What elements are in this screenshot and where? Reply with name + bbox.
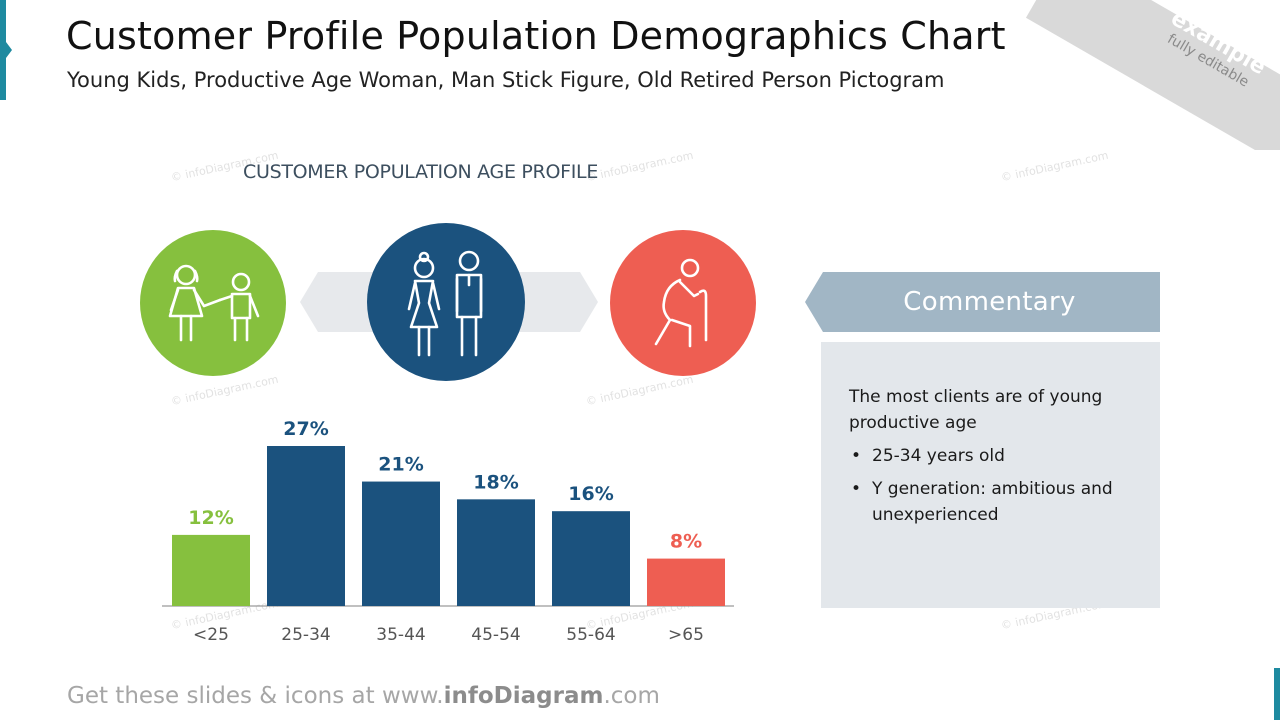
right-accent-bar xyxy=(1274,668,1280,720)
adults-icon xyxy=(407,250,483,357)
data-label: 21% xyxy=(378,454,423,476)
x-tick-label: 45-54 xyxy=(471,625,520,645)
ribbon-band xyxy=(1025,0,1280,150)
kids-icon xyxy=(168,264,260,342)
left-accent-bar xyxy=(0,0,6,100)
data-label: 8% xyxy=(670,531,702,553)
bar-4 xyxy=(457,499,535,606)
commentary-bullets: 25-34 years old Y generation: ambitious … xyxy=(849,443,1132,528)
x-tick-label: 35-44 xyxy=(376,625,425,645)
ribbon-text: Usage example fully editable xyxy=(1152,0,1280,98)
bar-6 xyxy=(647,558,725,606)
commentary-intro: The most clients are of young productive… xyxy=(849,387,1103,433)
commentary-box: The most clients are of young productive… xyxy=(821,342,1160,608)
footer-brand: infoDiagram xyxy=(443,683,604,709)
data-label: 16% xyxy=(568,483,613,505)
commentary-header: Commentary xyxy=(903,287,1076,317)
bar-5 xyxy=(552,511,630,606)
elderly-circle xyxy=(610,230,756,376)
footer-prefix: Get these slides & icons at www. xyxy=(67,683,444,709)
kids-circle xyxy=(140,230,286,376)
x-tick-label: <25 xyxy=(193,625,229,645)
ribbon-line-3: fully editable xyxy=(1164,31,1252,91)
left-accent-notch xyxy=(6,42,12,58)
data-label: 18% xyxy=(473,471,518,493)
ribbon-line-1: Usage xyxy=(1190,0,1270,53)
bar-3 xyxy=(362,481,440,606)
commentary-header-shape xyxy=(805,272,1160,332)
x-tick-label: 25-34 xyxy=(281,625,330,645)
adults-circle xyxy=(367,223,525,381)
footer-suffix: .com xyxy=(603,683,660,709)
data-label: 27% xyxy=(283,418,328,440)
bar-1 xyxy=(172,534,250,606)
commentary-bullet: Y generation: ambitious and unexperience… xyxy=(849,476,1132,528)
footer: Get these slides & icons at www.infoDiag… xyxy=(67,683,660,709)
watermark: © infoDiagram.com xyxy=(584,148,695,185)
chart-title: CUSTOMER POPULATION AGE PROFILE xyxy=(243,161,599,183)
age-bar-chart: 12% <25 27% 25-34 21% 35-44 18% 45-54 16% 55-64 8%… xyxy=(162,418,734,645)
commentary-bullet: 25-34 years old xyxy=(849,443,1132,469)
x-tick-label: >65 xyxy=(668,625,704,645)
usage-example-ribbon: Usage example fully editable xyxy=(1010,0,1280,150)
page-subtitle: Young Kids, Productive Age Woman, Man St… xyxy=(67,68,945,92)
x-tick-label: 55-64 xyxy=(566,625,615,645)
elderly-icon xyxy=(654,258,708,348)
data-label: 12% xyxy=(188,507,233,529)
bar-2 xyxy=(267,446,345,606)
ribbon-line-2: example xyxy=(1166,5,1271,81)
page-title: Customer Profile Population Demographics… xyxy=(66,14,1006,58)
watermark: © infoDiagram.com xyxy=(999,148,1110,185)
